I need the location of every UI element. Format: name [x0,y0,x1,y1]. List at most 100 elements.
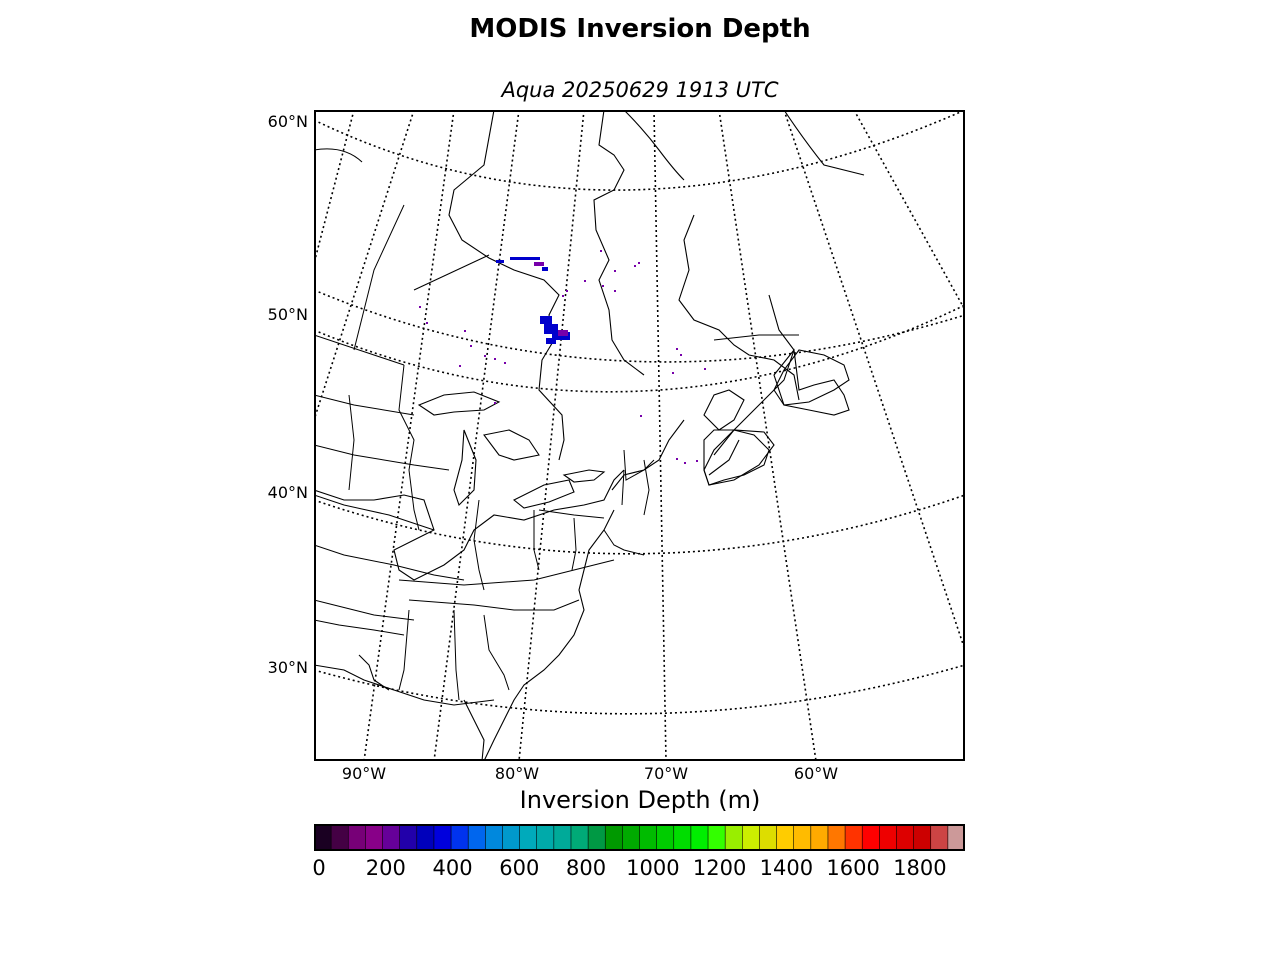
colorbar-segment [947,824,966,851]
colorbar-segment [451,824,469,851]
colorbar-segment [553,824,572,851]
map-border [314,110,965,761]
borders [314,204,799,701]
colorbar-segment [331,824,349,851]
colorbar-tick-label: 800 [566,856,607,880]
data-pixel [494,402,496,404]
data-pixel [494,358,496,360]
lon-label-90w: 90°W [341,764,387,783]
lat-label-50: 50°N [267,305,308,324]
colorbar-segment [485,824,504,851]
lat-label-30: 30°N [267,658,308,677]
colorbar-label: Inversion Depth (m) [519,786,761,814]
data-pixel [464,330,466,332]
colorbar-segment [365,824,384,851]
colorbar-segment [690,824,709,851]
data-pixel [426,322,428,324]
data-pixel [614,270,616,272]
lon-label-60w: 60°W [793,764,839,783]
lon-label-80w: 80°W [494,764,540,783]
maritimes [703,348,850,486]
colorbar-svg [314,824,966,851]
colorbar [314,824,966,851]
chart-title: MODIS Inversion Depth [469,14,811,44]
colorbar-tick-label: 1000 [626,856,680,880]
colorbar-segment [416,824,435,851]
data-pixel [638,262,640,264]
colorbar-tick-label: 200 [365,856,406,880]
colorbar-segment [639,824,658,851]
lat-label-40: 40°N [267,483,308,502]
colorbar-segment [913,824,932,851]
colorbar-segment [382,824,401,851]
colorbar-tick-label: 1800 [893,856,947,880]
great-lakes [417,391,606,509]
data-pixel [542,267,548,271]
data-pixel [640,415,642,417]
data-pixel [684,462,686,464]
colorbar-segment [519,824,538,851]
colorbar-segment [314,824,332,851]
colorbar-segment [502,824,521,851]
colorbar-tick-label: 1200 [692,856,747,880]
data-pixel [614,290,616,292]
data-pixel [696,460,698,462]
colorbar-segment [810,824,829,851]
colorbar-segment [656,824,675,851]
colorbar-segment [433,824,452,851]
longitude-gridlines [314,110,965,761]
inversion-depth-pixels [419,250,706,464]
latitude-gridlines [314,110,965,715]
colorbar-segment [845,824,863,851]
data-pixel [504,362,506,364]
map-panel [314,110,965,761]
colorbar-tick-label: 400 [432,856,473,880]
colorbar-tick-label: 1400 [759,856,814,880]
data-pixel [584,280,586,282]
colorbar-segment [399,824,418,851]
data-pixel [546,338,556,344]
colorbar-tick-label: 1600 [826,856,880,880]
data-pixel [562,295,564,297]
data-pixel [558,330,568,336]
colorbar-segment [708,824,726,851]
data-pixel [470,345,472,347]
colorbar-segment [588,824,606,851]
data-pixel [676,458,678,460]
data-pixel [484,355,486,357]
chart-subtitle: Aqua 20250629 1913 UTC [501,78,779,102]
data-pixel [680,354,682,356]
data-pixel [634,265,636,267]
data-pixel [600,250,602,252]
colorbar-segment [827,824,846,851]
colorbar-segment [879,824,898,851]
lat-label-60: 60°N [267,112,308,131]
data-pixel [540,316,552,324]
colorbar-segment [742,824,761,851]
data-pixel [672,372,674,374]
data-pixel [676,348,678,350]
lon-label-70w: 70°W [643,764,689,783]
colorbar-segment [673,824,692,851]
data-pixel [534,262,544,266]
data-pixel [566,290,568,292]
colorbar-segment [930,824,949,851]
data-pixel [510,257,540,260]
colorbar-segment [896,824,915,851]
colorbar-tick-label: 600 [499,856,540,880]
colorbar-segment [605,824,623,851]
colorbar-segment [468,824,486,851]
data-pixel [704,368,706,370]
colorbar-tick-label: 0 [312,856,326,880]
coastlines [314,110,865,761]
data-pixel [459,365,461,367]
colorbar-segment [862,824,880,851]
data-pixel [544,324,558,334]
data-pixel [602,285,604,287]
data-pixel [496,260,504,263]
colorbar-segment [570,824,589,851]
colorbar-segment [622,824,641,851]
colorbar-border [314,824,965,851]
colorbar-segment [725,824,743,851]
colorbar-segment [793,824,812,851]
